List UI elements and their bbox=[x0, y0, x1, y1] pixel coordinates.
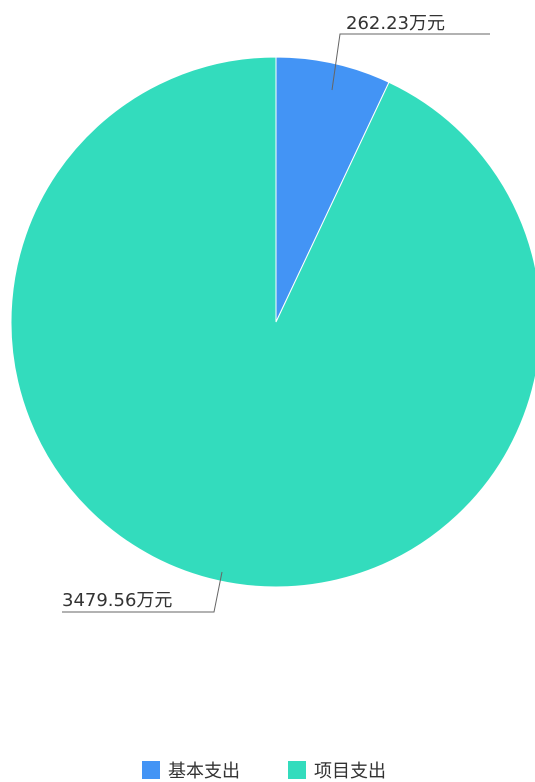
slice-label-project: 3479.56万元 bbox=[62, 590, 172, 611]
slice-label-leader-project bbox=[62, 571, 223, 613]
pie-slices bbox=[10, 56, 535, 588]
legend-swatch-basic bbox=[142, 761, 160, 779]
legend[interactable]: 基本支出 项目支出 bbox=[142, 761, 386, 782]
legend-swatch-project bbox=[288, 761, 306, 779]
legend-label-basic: 基本支出 bbox=[168, 761, 240, 782]
legend-label-project: 项目支出 bbox=[314, 761, 386, 782]
legend-item-basic[interactable]: 基本支出 bbox=[142, 761, 240, 782]
pie-slice-project[interactable] bbox=[10, 56, 535, 588]
slice-label-basic: 262.23万元 bbox=[346, 13, 445, 34]
slice-label-leader-basic bbox=[331, 33, 490, 91]
legend-item-project[interactable]: 项目支出 bbox=[288, 761, 386, 782]
pie-slice-basic[interactable] bbox=[275, 56, 390, 323]
